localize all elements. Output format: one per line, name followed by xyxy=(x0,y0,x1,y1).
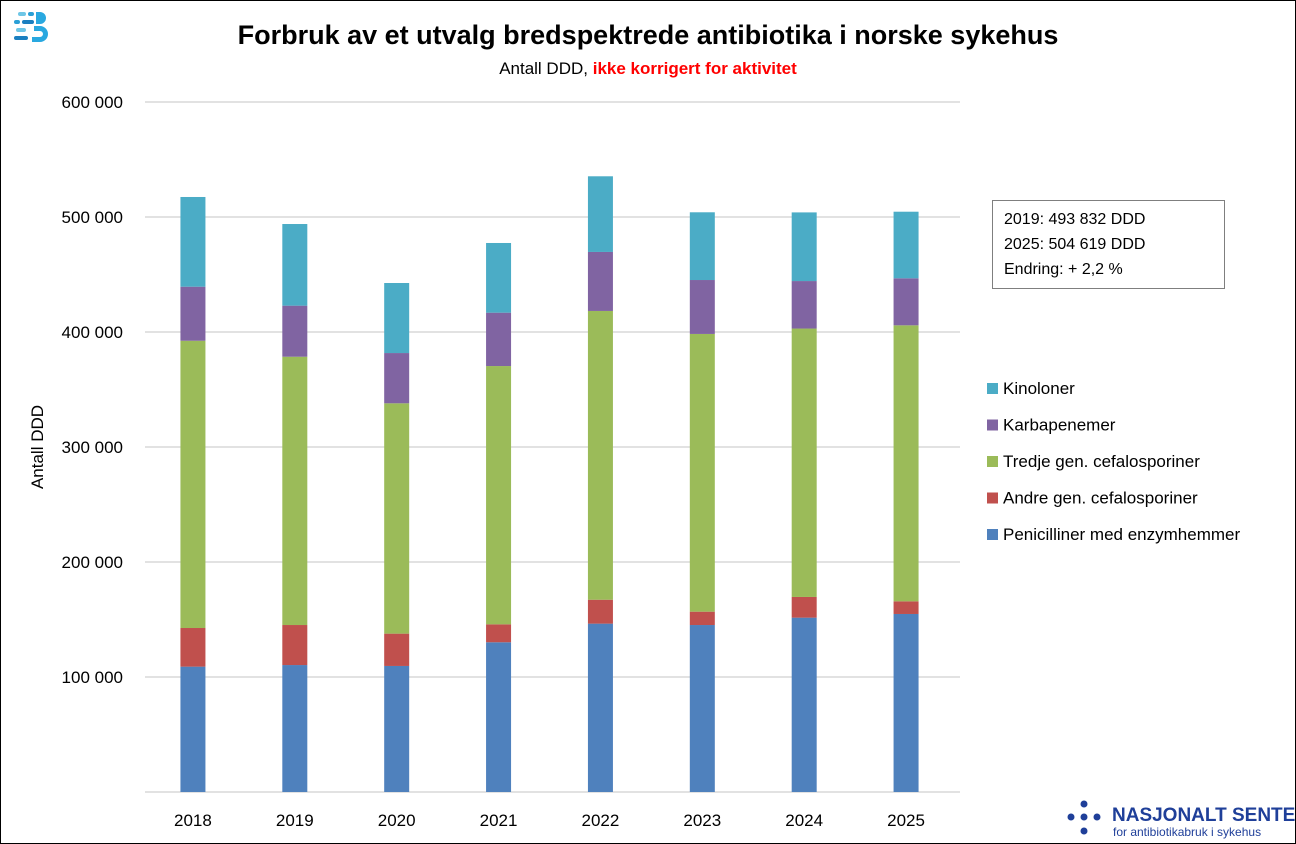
y-tick-label: 100 000 xyxy=(62,668,123,687)
logo-dash xyxy=(14,36,28,40)
bar-segment xyxy=(791,328,817,597)
legend-label: Tredje gen. cefalosporiner xyxy=(1003,452,1200,471)
bar-segment xyxy=(689,333,715,612)
bar-segment xyxy=(587,599,613,624)
bar-segment xyxy=(893,211,919,279)
bar-segment xyxy=(689,280,715,334)
logo-cross-dots-icon xyxy=(1067,800,1101,835)
x-tick-label: 2025 xyxy=(887,811,925,830)
y-axis-label: Antall DDD xyxy=(28,405,47,489)
bar-segment xyxy=(893,601,919,614)
bar-segment xyxy=(893,278,919,326)
bar-segment xyxy=(384,403,410,634)
y-axis-ticks: 100 000 200 000 300 000 400 000 500 000 600 0… xyxy=(62,93,123,687)
y-tick-label: 600 000 xyxy=(62,93,123,112)
subtitle-plain: Antall DDD, xyxy=(499,59,593,78)
y-tick-label: 400 000 xyxy=(62,323,123,342)
legend-label: Kinoloner xyxy=(1003,379,1075,398)
bar-segment xyxy=(893,613,919,792)
legend-swatch xyxy=(987,529,998,540)
bar-segment xyxy=(791,596,817,618)
y-tick-label: 500 000 xyxy=(62,208,123,227)
bar-segment xyxy=(689,212,715,281)
x-tick-label: 2018 xyxy=(174,811,212,830)
bar-segment xyxy=(587,623,613,792)
logo-right: NASJONALT SENTER for antibiotikabruk i s… xyxy=(1067,800,1296,839)
logo-left xyxy=(14,12,48,42)
legend-label: Karbapenemer xyxy=(1003,416,1116,435)
legend: Kinoloner Karbapenemer Tredje gen. cefalos… xyxy=(987,379,1240,544)
bar-segment xyxy=(384,283,410,354)
gridlines xyxy=(145,101,960,793)
bar-segment xyxy=(384,665,410,792)
bar-segment xyxy=(282,305,308,357)
x-tick-label: 2020 xyxy=(378,811,416,830)
bar-segment xyxy=(486,624,512,643)
bar-segment xyxy=(893,325,919,602)
bar-segment xyxy=(282,356,308,626)
annotation-line: 2019: 493 832 DDD xyxy=(1004,211,1145,228)
logo-dash xyxy=(14,20,20,24)
bar-segment xyxy=(587,251,613,311)
bar-segment xyxy=(791,617,817,792)
logo-tagline: for antibiotikabruk i sykehus xyxy=(1113,825,1261,839)
bar-segment xyxy=(384,633,410,666)
legend-label: Andre gen. cefalosporiner xyxy=(1003,489,1198,508)
legend-swatch xyxy=(987,492,998,504)
bar-segment xyxy=(791,281,817,329)
bar-segment xyxy=(282,224,308,306)
annotation-box: 2019: 493 832 DDD 2025: 504 619 DDD Endr… xyxy=(992,200,1225,289)
x-tick-label: 2024 xyxy=(785,811,823,830)
bar-segment xyxy=(180,286,206,341)
annotation-line: Endring: + 2,2 % xyxy=(1004,261,1123,278)
legend-swatch xyxy=(987,383,998,394)
legend-swatch xyxy=(987,419,998,431)
x-axis-ticks: 2018 2019 2020 2021 2022 2023 2024 2025 xyxy=(174,811,925,830)
logo-name: NASJONALT SENTER xyxy=(1112,805,1296,826)
bar-segment xyxy=(486,242,512,313)
bar-segment xyxy=(384,353,410,404)
logo-dash xyxy=(18,12,26,16)
bar-segment xyxy=(180,340,206,629)
bar-segment xyxy=(689,611,715,626)
y-tick-label: 300 000 xyxy=(62,438,123,457)
logo-dash xyxy=(22,20,34,24)
logo-dash xyxy=(16,28,26,32)
bars xyxy=(180,176,919,792)
x-tick-label: 2019 xyxy=(276,811,314,830)
bar-segment xyxy=(486,312,512,367)
x-tick-label: 2021 xyxy=(480,811,518,830)
bar-segment xyxy=(689,625,715,792)
bar-segment xyxy=(180,196,206,287)
x-tick-label: 2023 xyxy=(683,811,721,830)
chart-title: Forbruk av et utvalg bredspektrede antib… xyxy=(238,20,1059,50)
chart-subtitle: Antall DDD, ikke korrigert for aktivitet xyxy=(499,59,797,78)
logo-dash xyxy=(28,12,34,16)
x-tick-label: 2022 xyxy=(582,811,620,830)
bar-segment xyxy=(180,628,206,667)
bar-segment xyxy=(587,176,613,252)
bar-segment xyxy=(587,310,613,600)
bar-segment xyxy=(180,666,206,792)
annotation-border xyxy=(992,200,1225,289)
bar-segment xyxy=(791,212,817,282)
y-tick-label: 200 000 xyxy=(62,553,123,572)
legend-label: Penicilliner med enzymhemmer xyxy=(1003,525,1240,544)
bar-segment xyxy=(486,366,512,625)
annotation-line: 2025: 504 619 DDD xyxy=(1004,236,1145,253)
bar-segment xyxy=(486,642,512,792)
legend-swatch xyxy=(987,456,998,467)
bar-segment xyxy=(282,625,308,666)
logo-s-shape xyxy=(32,12,48,42)
bar-segment xyxy=(282,665,308,792)
subtitle-highlight: ikke korrigert for aktivitet xyxy=(593,59,797,78)
